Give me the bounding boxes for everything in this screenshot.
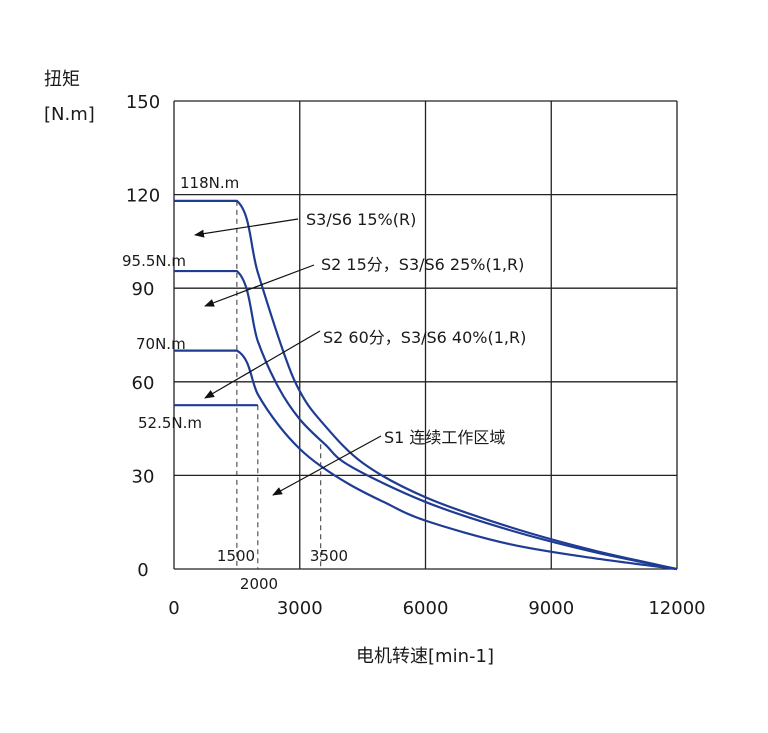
dashed-marker-label-2000: 2000 (240, 575, 278, 593)
curve-series-3 (174, 349, 678, 571)
x-axis-label: 电机转速[min-1] (356, 646, 494, 667)
x-tick-label-6000: 6000 (403, 598, 449, 619)
series-label-s3-s6-15: S3/S6 15%(R) (306, 210, 416, 229)
x-tick-label-0: 0 (168, 598, 179, 619)
value-label-52-5: 52.5N.m (138, 414, 202, 432)
torque-curves (174, 199, 678, 571)
y-axis-label-line2: [N.m] (44, 104, 95, 125)
dashed-markers: 1500 2000 3500 (217, 200, 348, 593)
x-tick-label-3000: 3000 (277, 598, 323, 619)
annotation-arrow-1 (194, 218, 299, 238)
grid-lines (173, 100, 678, 570)
series-label-s2-60: S2 60分，S3/S6 40%(1,R) (323, 328, 526, 347)
value-label-95-5: 95.5N.m (122, 252, 186, 270)
y-tick-label-30: 30 (132, 466, 155, 487)
series-label-s1: S1 连续工作区域 (384, 428, 505, 447)
value-label-118: 118N.m (180, 174, 239, 192)
curve-series-2 (174, 269, 678, 571)
annotation-arrow-3 (204, 330, 321, 399)
chart-labels: 扭矩 [N.m] 电机转速[min-1] 118N.m 95.5N.m 70N.… (44, 69, 526, 667)
y-axis-label-line1: 扭矩 (44, 69, 80, 90)
dashed-marker-label-3500: 3500 (310, 547, 348, 565)
curve-series-1 (174, 199, 678, 571)
value-label-70: 70N.m (136, 335, 186, 353)
y-tick-label-90: 90 (132, 279, 155, 300)
x-tick-label-12000: 12000 (648, 598, 705, 619)
y-tick-label-120: 120 (126, 186, 160, 207)
annotation-arrows (194, 218, 382, 496)
dashed-marker-label-1500: 1500 (217, 547, 255, 565)
y-tick-label-150: 150 (126, 92, 160, 113)
annotation-arrow-4 (272, 435, 382, 496)
annotation-arrow-2 (204, 264, 315, 307)
series-label-s2-15: S2 15分，S3/S6 25%(1,R) (321, 255, 524, 274)
y-tick-label-60: 60 (132, 373, 155, 394)
y-tick-label-0: 0 (137, 560, 148, 581)
x-tick-label-9000: 9000 (528, 598, 574, 619)
